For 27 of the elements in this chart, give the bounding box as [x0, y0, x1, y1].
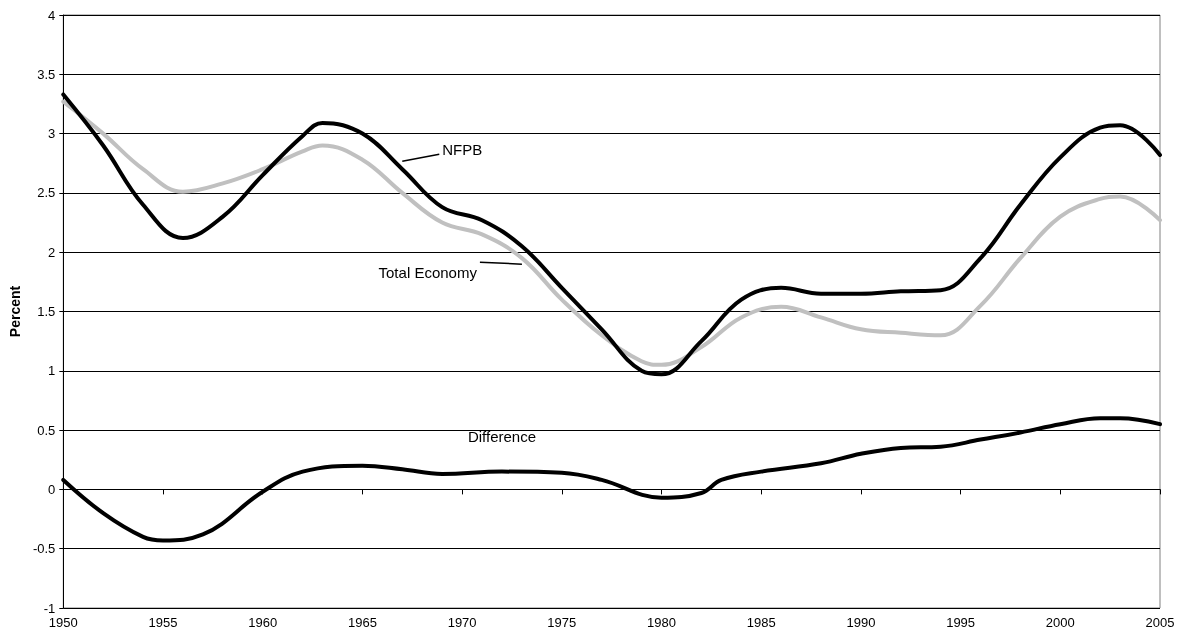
x-tick-label: 1970	[447, 615, 477, 629]
x-tick-label: 1995	[946, 615, 976, 629]
x-tick-label: 1955	[148, 615, 178, 629]
y-tick-label: -1	[43, 600, 56, 616]
y-axis-title: Percent	[7, 285, 23, 338]
series-label: Total Economy	[378, 263, 478, 281]
y-tick-label: 2	[48, 244, 56, 260]
y-tick-label: 0.5	[37, 422, 56, 438]
x-tick-label: 1985	[746, 615, 776, 629]
x-tick-label: 1975	[547, 615, 577, 629]
legend-label: NFPB	[442, 140, 483, 158]
x-tick-label: 1965	[347, 615, 377, 629]
y-tick-label: 1.5	[37, 304, 56, 319]
y-tick-label: 3	[48, 126, 56, 142]
y-tick-label: 3.5	[37, 66, 56, 82]
y-tick-label: 2.5	[37, 185, 56, 201]
x-tick-label: 1980	[647, 615, 676, 629]
y-tick-label: 1	[48, 363, 56, 379]
y-tick-label: 4	[48, 7, 56, 23]
y-tick-label: 0	[48, 481, 56, 497]
x-tick-label: 1950	[48, 615, 78, 629]
y-tick-label: -0.5	[32, 541, 56, 557]
series-label: Difference	[467, 428, 537, 446]
x-tick-label: 1960	[248, 615, 278, 629]
x-tick-label: 2005	[1145, 615, 1175, 629]
x-tick-label: 2000	[1045, 615, 1075, 629]
x-tick-label: 1990	[846, 615, 876, 629]
